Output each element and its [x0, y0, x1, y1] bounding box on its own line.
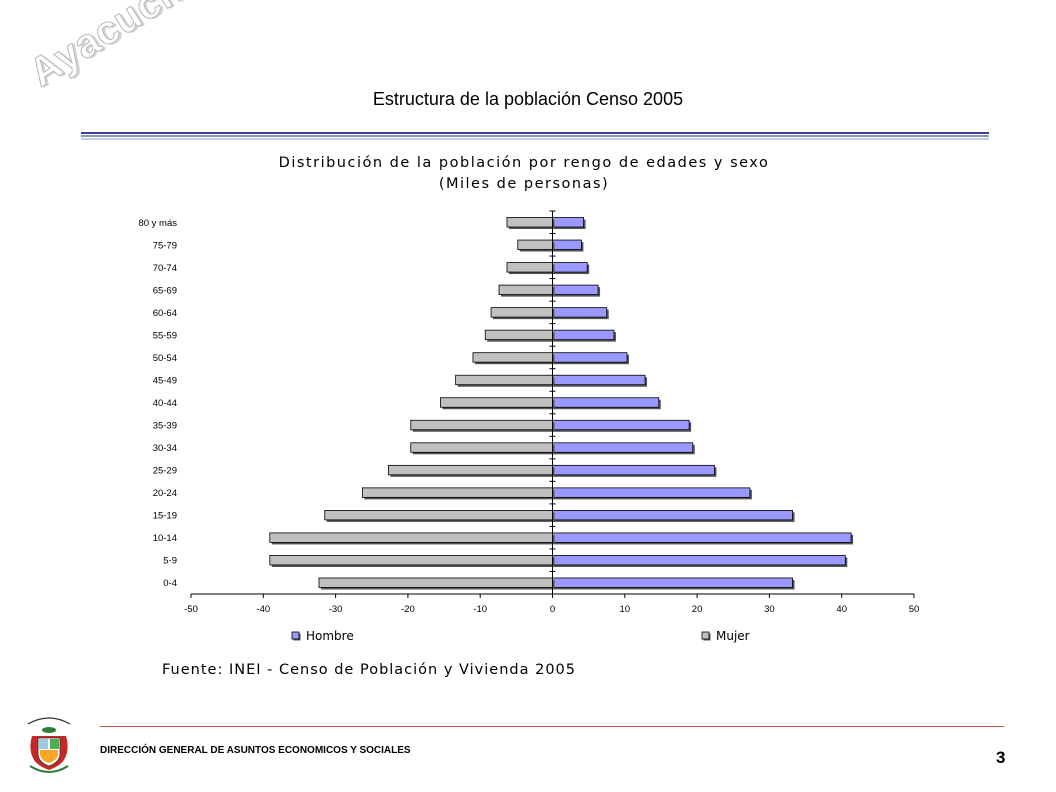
- category-label: 0-4: [163, 578, 177, 589]
- category-label: 40-44: [153, 398, 177, 409]
- category-label: 15-19: [153, 511, 177, 522]
- category-label: 55-59: [153, 330, 177, 341]
- bar-mujer-75-79: [517, 239, 553, 250]
- bar-hombre-65-69: [552, 284, 599, 296]
- category-label: 30-34: [153, 443, 177, 454]
- bar-hombre-55-59: [552, 329, 615, 341]
- bar-hombre-15-19: [552, 509, 793, 521]
- bar-hombre-40-44: [552, 397, 660, 408]
- category-label: 35-39: [153, 421, 177, 432]
- bar-mujer-30-34: [410, 442, 553, 453]
- x-tick-label: -20: [401, 604, 415, 615]
- bar-hombre-30-34: [552, 442, 694, 453]
- bar-mujer-80-y-más: [506, 217, 553, 228]
- bar-mujer-25-29: [387, 464, 553, 476]
- bar-hombre-5-9: [552, 555, 846, 566]
- bar-mujer-35-39: [410, 419, 553, 431]
- bar-mujer-55-59: [484, 329, 553, 341]
- x-tick-label: -10: [473, 604, 487, 615]
- bar-mujer-10-14: [269, 532, 553, 543]
- chart-subtitle: (Miles de personas): [439, 176, 609, 192]
- x-tick-label: -30: [329, 604, 343, 615]
- category-label: 10-14: [153, 533, 177, 544]
- bar-hombre-50-54: [552, 352, 628, 363]
- bar-mujer-0-4: [318, 577, 553, 588]
- axes-layer: -50 -40 -30 -20 -10 0 10 20 30 40 50 0-4 5-9 10-14 15-…: [138, 210, 920, 615]
- bar-hombre-80-y-más: [552, 217, 584, 228]
- bar-mujer-40-44: [440, 397, 553, 408]
- bar-mujer-70-74: [506, 262, 553, 273]
- bar-hombre-0-4: [552, 577, 793, 588]
- category-label: 25-29: [153, 466, 177, 477]
- x-tick-label: 20: [692, 604, 703, 615]
- x-tick-label: 0: [550, 604, 555, 615]
- category-label: 20-24: [153, 488, 177, 499]
- legend-label-hombre: Hombre: [306, 629, 354, 643]
- legend-label-mujer: Mujer: [716, 629, 750, 643]
- slide-title: Estructura de la población Censo 2005: [372, 89, 684, 109]
- bar-mujer-60-64: [490, 307, 553, 318]
- category-label: 60-64: [153, 308, 177, 319]
- category-label: 70-74: [153, 263, 177, 274]
- x-tick-label: 30: [764, 604, 775, 615]
- footer-divider: [100, 726, 1004, 727]
- category-label: 45-49: [153, 375, 177, 386]
- bar-mujer-15-19: [324, 509, 553, 521]
- category-label: 50-54: [153, 353, 177, 364]
- bar-hombre-75-79: [552, 239, 582, 250]
- bar-mujer-50-54: [472, 352, 553, 363]
- x-tick-label: -50: [184, 604, 198, 615]
- peru-coat-of-arms-icon: [27, 717, 71, 773]
- bar-hombre-20-24: [552, 487, 751, 498]
- legend-layer: Hombre Mujer: [291, 629, 750, 643]
- category-label: 75-79: [153, 240, 177, 251]
- x-tick-label: 50: [909, 604, 920, 615]
- bar-hombre-35-39: [552, 419, 690, 431]
- bar-mujer-20-24: [361, 487, 553, 498]
- chart-title: Distribución de la población por rengo d…: [279, 155, 770, 171]
- x-tick-label: -40: [256, 604, 270, 615]
- bar-hombre-10-14: [552, 532, 852, 543]
- bar-hombre-70-74: [552, 262, 588, 273]
- legend-swatch-mujer: [701, 631, 710, 640]
- x-tick-label: 40: [836, 604, 847, 615]
- bar-hombre-25-29: [552, 464, 715, 476]
- bar-hombre-45-49: [552, 374, 646, 386]
- source-note: Fuente: INEI - Censo de Población y Vivi…: [162, 662, 576, 678]
- bar-mujer-5-9: [269, 555, 553, 566]
- bar-hombre-60-64: [552, 307, 608, 318]
- bar-mujer-65-69: [498, 284, 553, 296]
- bar-mujer-45-49: [455, 374, 553, 386]
- legend-swatch-hombre: [291, 631, 300, 640]
- x-tick-label: 10: [620, 604, 631, 615]
- category-label: 65-69: [153, 285, 177, 296]
- category-label: 5-9: [163, 556, 177, 567]
- footer-organization: DIRECCIÓN GENERAL DE ASUNTOS ECONOMICOS …: [100, 745, 411, 756]
- page-number: 3: [996, 748, 1006, 767]
- category-label: 80 y más: [138, 218, 177, 229]
- title-rule: [81, 132, 989, 142]
- bars-layer: [269, 217, 854, 590]
